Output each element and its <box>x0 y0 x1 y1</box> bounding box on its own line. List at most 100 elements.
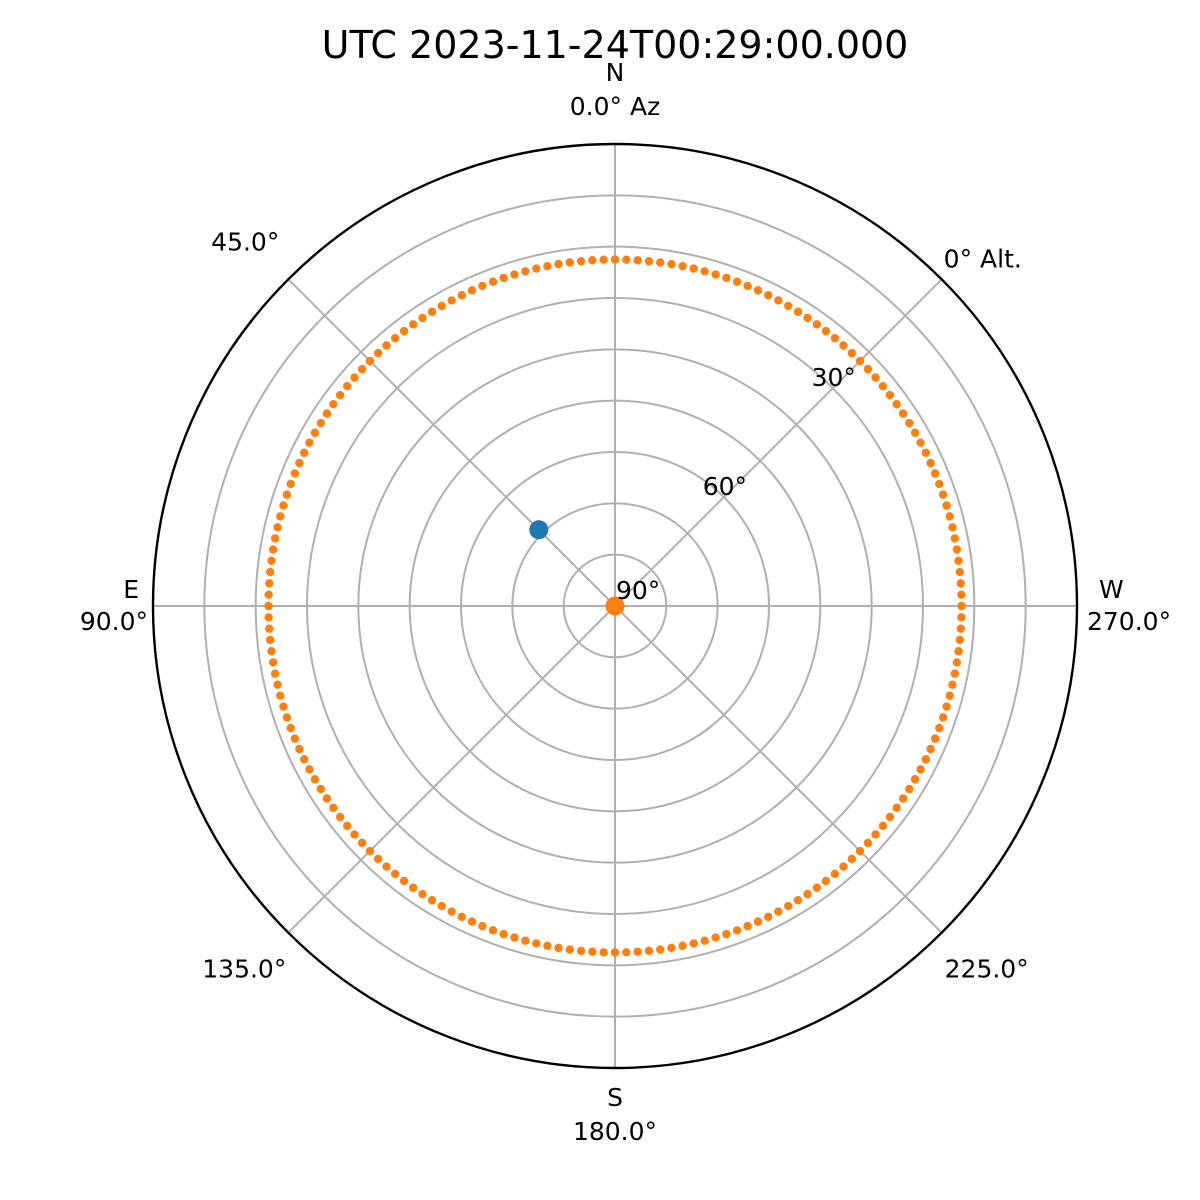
ring-data-point <box>930 469 940 478</box>
ring-data-point <box>342 821 352 831</box>
ring-data-point <box>678 261 687 271</box>
ring-data-point <box>329 399 338 409</box>
ring-data-point <box>282 490 292 499</box>
ring-data-point <box>478 921 487 931</box>
ring-data-point <box>930 734 940 743</box>
ring-data-point <box>938 490 948 499</box>
ring-data-point <box>610 948 620 957</box>
ring-data-point <box>427 896 437 905</box>
ring-data-point <box>588 947 597 956</box>
ring-data-point <box>282 713 292 722</box>
ring-data-point <box>926 458 935 468</box>
ring-data-point <box>955 567 965 577</box>
ring-data-point <box>950 669 960 678</box>
ring-data-point <box>279 702 288 711</box>
ring-data-point <box>948 523 957 532</box>
ring-data-point <box>743 921 752 931</box>
azimuth-tick-label: 225.0° <box>945 955 1029 984</box>
ring-data-point <box>839 341 848 350</box>
ring-data-point <box>316 784 325 794</box>
ring-data-point <box>510 933 519 942</box>
ring-data-point <box>335 390 345 400</box>
ring-data-point <box>732 277 742 286</box>
ring-data-point <box>722 929 731 939</box>
ring-data-point <box>656 945 665 954</box>
ring-data-point <box>286 479 295 489</box>
ring-data-point <box>510 270 519 279</box>
azimuth-tick-label: 90.0° <box>80 607 148 636</box>
ring-data-point <box>447 907 456 916</box>
ring-data-point <box>938 713 948 722</box>
azimuth-cardinal-label: E <box>123 575 139 604</box>
ring-data-point <box>286 723 295 733</box>
ring-data-point <box>622 948 631 957</box>
azimuth-cardinal-label: S <box>607 1083 623 1112</box>
ring-data-point <box>532 264 541 273</box>
ring-data-point <box>437 301 446 311</box>
ring-data-point <box>267 647 276 656</box>
ring-data-point <box>382 862 391 871</box>
azimuth-tick-label: 180.0° <box>573 1117 657 1146</box>
ring-data-point <box>803 313 812 323</box>
ring-data-point <box>793 307 803 316</box>
ring-data-point <box>295 744 304 754</box>
ring-data-point <box>264 590 273 599</box>
ring-data-point <box>656 258 665 267</box>
ring-data-point <box>935 479 944 489</box>
ring-data-point <box>300 755 309 764</box>
ring-data-point <box>847 348 857 358</box>
ring-data-point <box>300 448 309 457</box>
ring-data-point <box>905 784 914 794</box>
altitude-tick-label: 90° <box>616 576 660 605</box>
ring-data-point <box>784 301 793 311</box>
azimuth-cardinal-label: W <box>1099 575 1124 604</box>
ring-data-point <box>335 812 345 822</box>
ring-data-point <box>678 941 687 951</box>
ring-data-point <box>599 255 608 264</box>
ring-data-point <box>265 624 274 633</box>
ring-data-point <box>264 613 273 622</box>
ring-data-point <box>921 448 930 457</box>
ring-data-point <box>342 381 352 391</box>
ring-data-point <box>821 876 831 886</box>
ring-data-point <box>957 601 966 611</box>
ring-data-point <box>365 846 375 856</box>
ring-data-point <box>863 838 873 848</box>
ring-data-point <box>644 256 654 266</box>
ring-data-point <box>855 846 865 856</box>
ring-data-point <box>644 946 654 956</box>
ring-data-point <box>892 803 901 813</box>
ring-data-point <box>427 307 437 316</box>
ring-data-point <box>273 523 282 532</box>
altitude-tick-label: 30° <box>812 363 856 392</box>
polar-grid <box>151 142 1079 1070</box>
ring-data-point <box>722 273 731 283</box>
azimuth-cardinal-label: N <box>606 58 625 87</box>
ring-data-point <box>265 567 275 577</box>
data-point <box>605 596 625 616</box>
ring-data-point <box>373 348 383 358</box>
ring-data-point <box>945 691 954 700</box>
ring-data-point <box>954 647 963 656</box>
azimuth-gridline <box>614 278 943 607</box>
ring-data-point <box>878 381 888 391</box>
ring-data-point <box>910 775 920 784</box>
data-point <box>529 520 549 540</box>
ring-data-point <box>447 296 456 305</box>
ring-data-point <box>310 775 320 784</box>
ring-data-point <box>935 723 944 733</box>
ring-data-point <box>365 356 375 366</box>
ring-data-point <box>622 255 631 264</box>
ring-data-point <box>916 765 925 774</box>
ring-data-point <box>543 261 552 271</box>
ring-data-point <box>322 794 332 803</box>
ring-data-point <box>521 936 530 945</box>
plot-series <box>264 255 966 957</box>
ring-data-point <box>764 912 773 921</box>
ring-data-point <box>957 613 966 622</box>
chart-title: UTC 2023-11-24T00:29:00.000 <box>322 23 909 67</box>
ring-data-point <box>270 669 280 678</box>
ring-data-point <box>667 259 676 269</box>
